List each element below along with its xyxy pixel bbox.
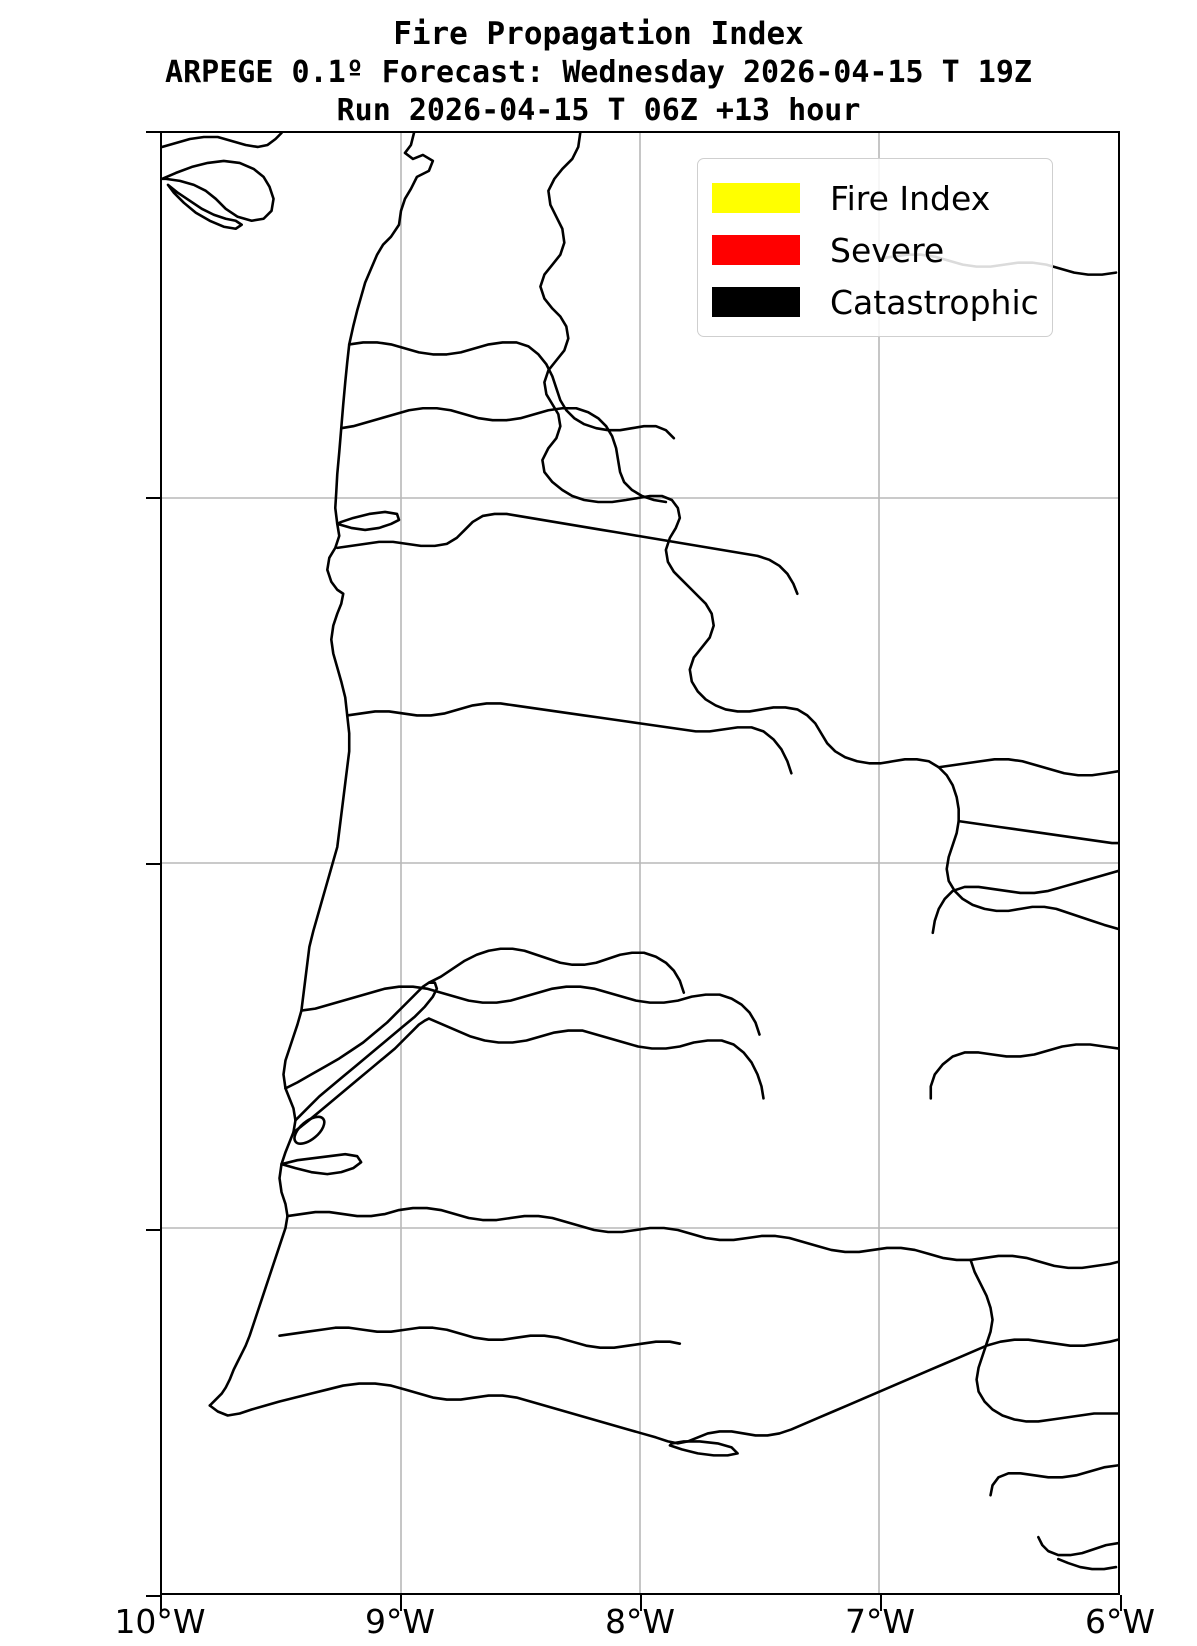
guadalquivir-mouth — [1056, 1557, 1118, 1571]
province-boundary-huelva-sevilla — [969, 1258, 1118, 1423]
legend-item-fire-index[interactable]: Fire Index — [698, 172, 1052, 224]
page-title: Fire Propagation Index — [393, 16, 804, 52]
y-tick-mark — [146, 497, 162, 500]
x-tick-label-10w: 10°W — [114, 1602, 206, 1641]
sado-estuary — [280, 1152, 363, 1176]
black-swatch-icon — [712, 287, 800, 317]
legend-item-catastrophic[interactable]: Catastrophic — [698, 276, 1052, 328]
district-boundary-evora-beja — [286, 1206, 972, 1262]
district-boundary-braga-porto — [347, 341, 676, 440]
coastline-galicia-north — [162, 133, 283, 149]
map-legend[interactable]: Fire Index Severe Catastrophic — [697, 158, 1053, 337]
province-boundary-badajoz-interior — [929, 1043, 1118, 1100]
province-boundary-cadiz — [1037, 1535, 1118, 1557]
district-boundary-coimbra-leiria — [345, 702, 793, 775]
red-swatch-icon — [712, 235, 800, 265]
province-boundary-caceres-north — [957, 819, 1118, 845]
y-tick-mark — [146, 863, 162, 866]
x-tick-mark — [880, 1595, 883, 1611]
x-tick-mark — [640, 1595, 643, 1611]
aveiro-lagoon — [335, 510, 401, 532]
yellow-swatch-icon — [712, 183, 800, 213]
ria-formosa-islets — [668, 1440, 739, 1457]
tagus-islet — [293, 1115, 326, 1145]
district-boundary-leiria-santarem — [300, 985, 761, 1036]
forecast-subtitle: ARPEGE 0.1º Forecast: Wednesday 2026-04-… — [165, 55, 1032, 90]
province-boundary-caceres-badajoz — [931, 869, 1118, 935]
legend-label-fire-index: Fire Index — [830, 178, 991, 218]
legend-label-catastrophic: Catastrophic — [830, 282, 1039, 322]
x-tick-label-6w: 6°W — [1084, 1602, 1156, 1641]
x-tick-mark — [160, 1595, 163, 1611]
province-boundary-sevilla-south — [989, 1464, 1118, 1497]
map-gridlines — [162, 133, 1118, 1593]
y-tick-mark — [146, 131, 162, 134]
x-tick-label-9w: 9°W — [364, 1602, 436, 1641]
run-subtitle: Run 2026-04-15 T 06Z +13 hour — [336, 93, 861, 128]
district-boundary-aveiro-coimbra — [335, 512, 799, 596]
map-plot-area — [160, 131, 1120, 1595]
rias-baixas — [162, 159, 275, 223]
tagus-estuary-south-shore — [292, 1017, 431, 1134]
district-boundary-lisboa-setubal — [427, 1017, 765, 1100]
legend-item-severe[interactable]: Severe — [698, 224, 1052, 276]
province-boundary-salamanca-caceres — [937, 757, 1118, 777]
x-tick-label-8w: 8°W — [604, 1602, 676, 1641]
ria-arousa — [166, 183, 243, 231]
coastline-portugal-west — [208, 133, 435, 1407]
x-tick-label-7w: 7°W — [844, 1602, 916, 1641]
map-boundaries — [162, 133, 1118, 1571]
x-tick-mark — [400, 1595, 403, 1611]
legend-label-severe: Severe — [830, 230, 945, 270]
district-boundary-beja-faro — [278, 1326, 682, 1349]
x-tick-mark — [1120, 1595, 1123, 1611]
district-boundary-santarem-lisboa — [427, 947, 686, 994]
y-tick-mark — [146, 1229, 162, 1232]
province-boundary-badajoz-huelva — [969, 1254, 1118, 1270]
chart-title-block: Fire Propagation Index ARPEGE 0.1º Forec… — [0, 0, 1197, 130]
district-boundary-porto-aveiro — [339, 406, 668, 504]
y-tick-mark — [146, 1595, 162, 1598]
border-portugal-spain-north — [539, 133, 1118, 931]
tagus-estuary-north-shore — [284, 981, 439, 1122]
map-canvas — [162, 133, 1118, 1593]
